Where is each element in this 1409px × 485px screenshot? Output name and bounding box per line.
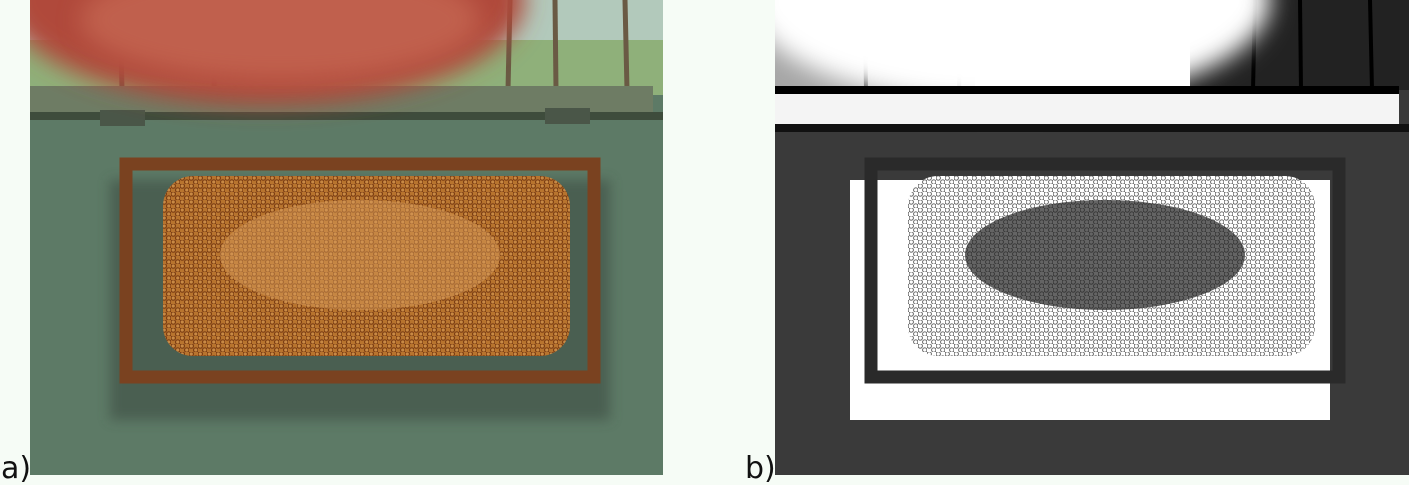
panel-label: b) (745, 451, 776, 485)
panel-label: a) (1, 451, 31, 485)
photo-binarized (775, 0, 1409, 475)
photo-color (30, 0, 663, 475)
